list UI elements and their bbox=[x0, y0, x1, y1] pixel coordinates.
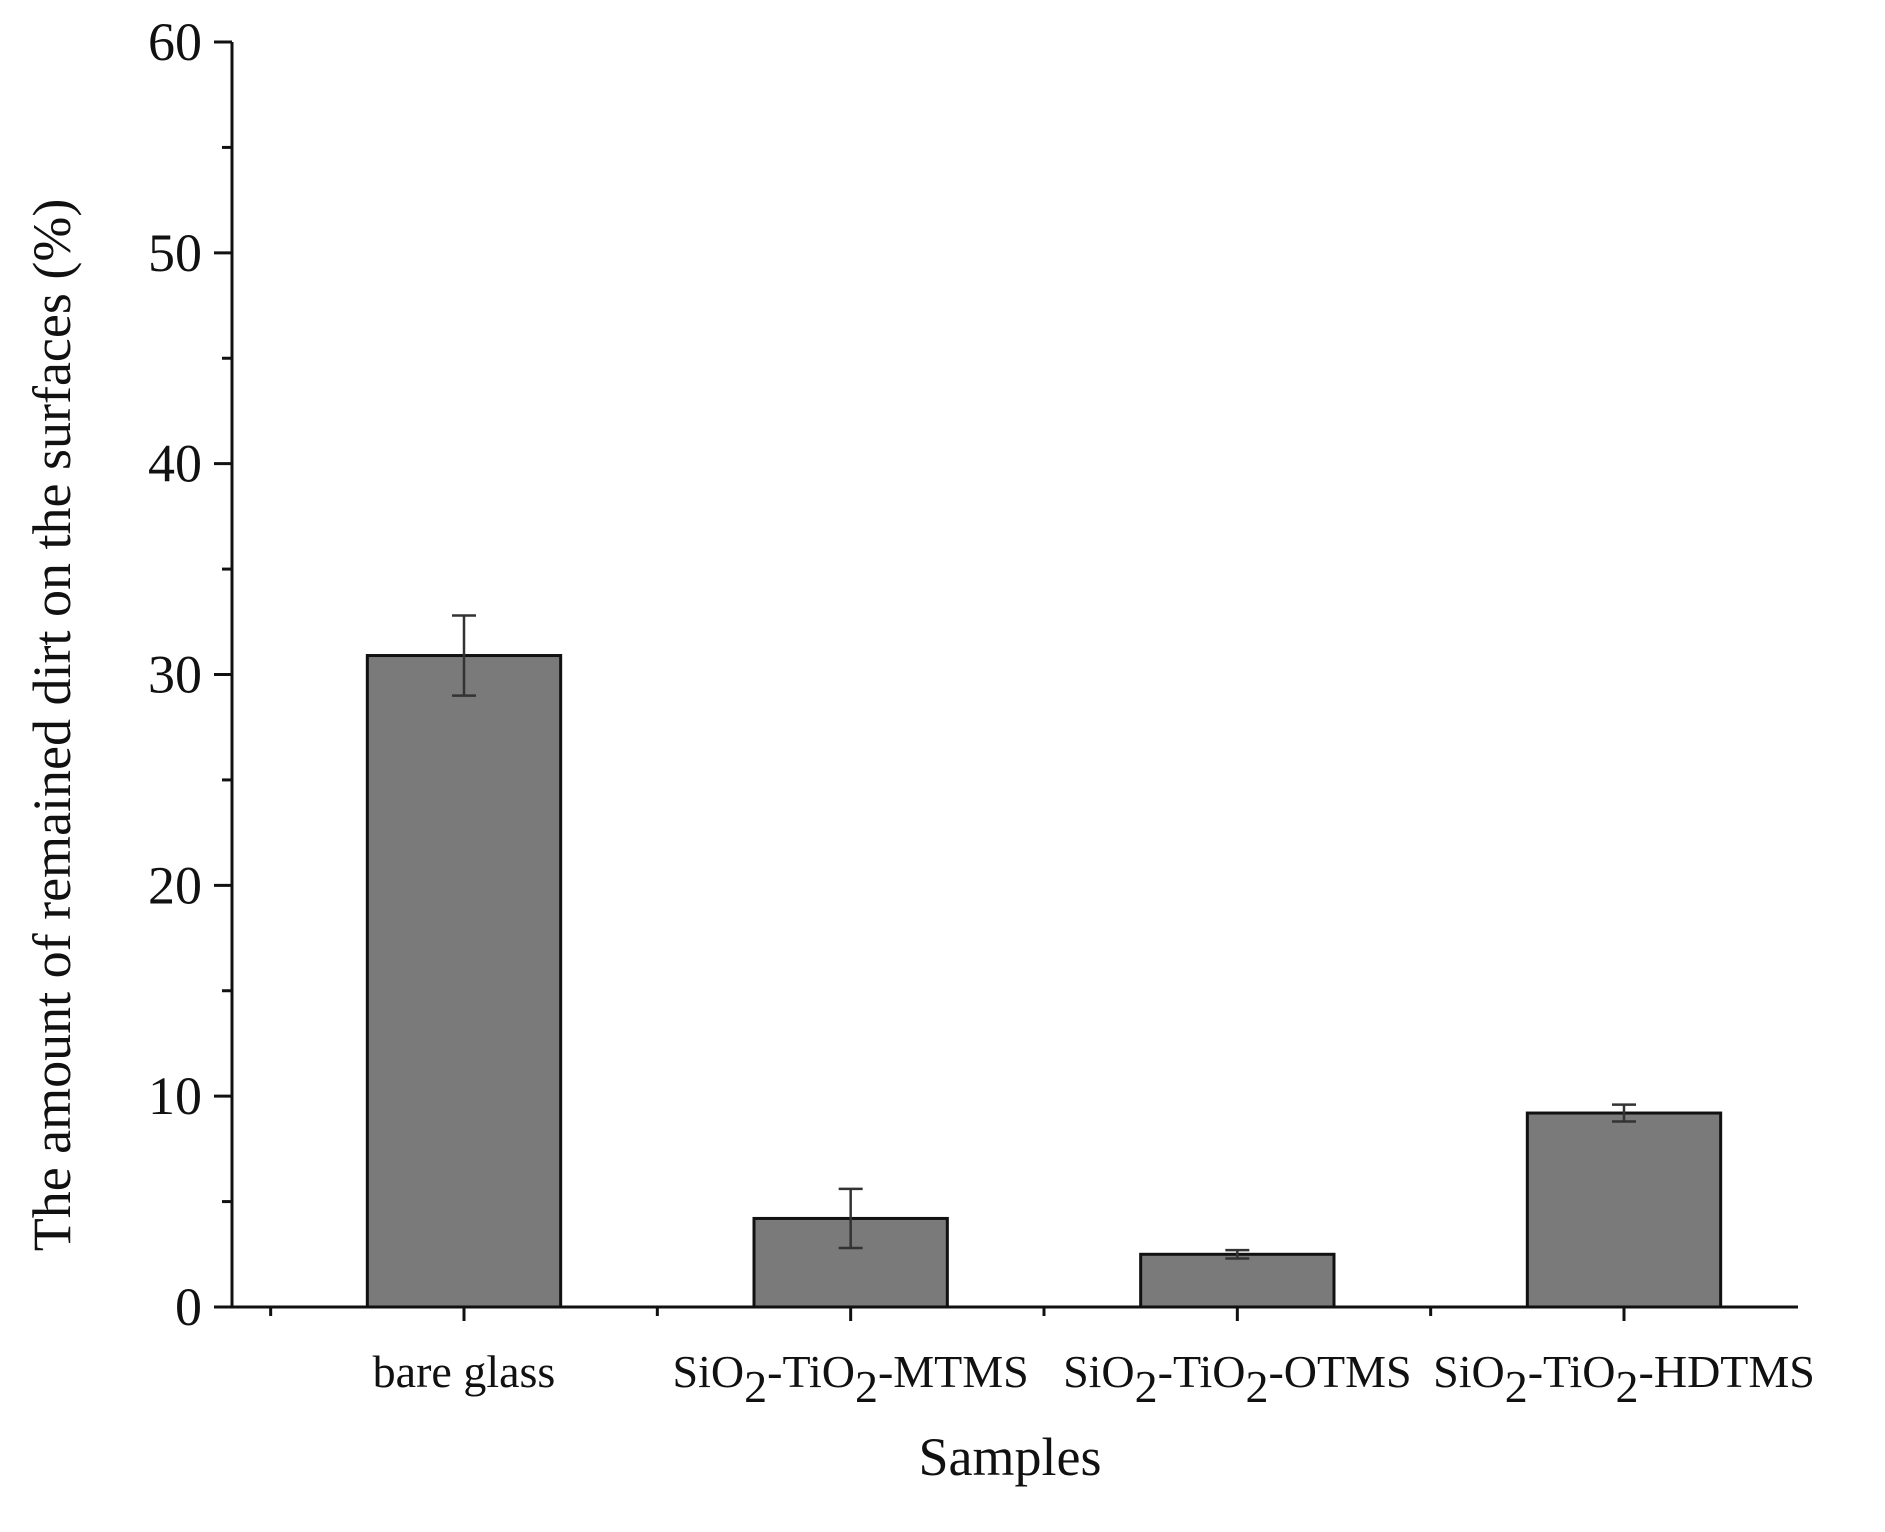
subscript: 2 bbox=[1505, 1361, 1528, 1412]
y-tick-label: 40 bbox=[148, 434, 202, 494]
label-part: -HDTMS bbox=[1639, 1346, 1815, 1397]
error-bar bbox=[452, 614, 476, 697]
x-tick-label: SiO2-TiO2-MTMS bbox=[673, 1346, 1029, 1412]
bar-sio2-tio2-mtms bbox=[752, 1216, 949, 1309]
y-tick-label: 50 bbox=[148, 223, 202, 283]
label-part: SiO bbox=[1063, 1346, 1135, 1397]
x-tick-label: SiO2-TiO2-OTMS bbox=[1063, 1346, 1412, 1412]
x-axis-title: Samples bbox=[919, 1427, 1102, 1487]
subscript: 2 bbox=[1135, 1361, 1158, 1412]
subscript: 2 bbox=[855, 1361, 878, 1412]
error-bar bbox=[1612, 1103, 1636, 1123]
x-axis-category-labels: bare glass SiO2-TiO2-MTMS SiO2-TiO2-OTMS Si… bbox=[373, 1346, 1815, 1412]
y-axis-ticks: 0 10 20 30 40 50 60 bbox=[148, 12, 232, 1337]
label-part: SiO bbox=[1433, 1346, 1505, 1397]
y-tick-label: 10 bbox=[148, 1066, 202, 1126]
label-part: -MTMS bbox=[878, 1346, 1029, 1397]
y-tick-label: 20 bbox=[148, 855, 202, 915]
x-tick-label: SiO2-TiO2-HDTMS bbox=[1433, 1346, 1815, 1412]
label-part: -TiO bbox=[1158, 1346, 1246, 1397]
bar-sio2-tio2-otms bbox=[1139, 1252, 1336, 1309]
y-tick-label: 0 bbox=[175, 1277, 202, 1337]
subscript: 2 bbox=[1616, 1361, 1639, 1412]
bar-sio2-tio2-hdtms bbox=[1525, 1111, 1723, 1309]
y-tick-label: 60 bbox=[148, 12, 202, 72]
subscript: 2 bbox=[744, 1361, 767, 1412]
label-part: -TiO bbox=[767, 1346, 855, 1397]
error-bars bbox=[452, 614, 1636, 1260]
error-bar bbox=[838, 1187, 863, 1250]
bars bbox=[365, 654, 1723, 1309]
error-bar bbox=[1225, 1248, 1250, 1260]
x-tick-label: bare glass bbox=[373, 1346, 556, 1397]
label-part: -OTMS bbox=[1268, 1346, 1411, 1397]
y-axis-title: The amount of remained dirt on the surfa… bbox=[22, 199, 82, 1252]
label-part: -TiO bbox=[1528, 1346, 1616, 1397]
label-part: bare glass bbox=[373, 1346, 556, 1397]
y-tick-label: 30 bbox=[148, 645, 202, 705]
subscript: 2 bbox=[1245, 1361, 1268, 1412]
bar-bare-glass bbox=[365, 654, 563, 1309]
axes bbox=[230, 42, 1798, 1321]
label-part: SiO bbox=[673, 1346, 745, 1397]
